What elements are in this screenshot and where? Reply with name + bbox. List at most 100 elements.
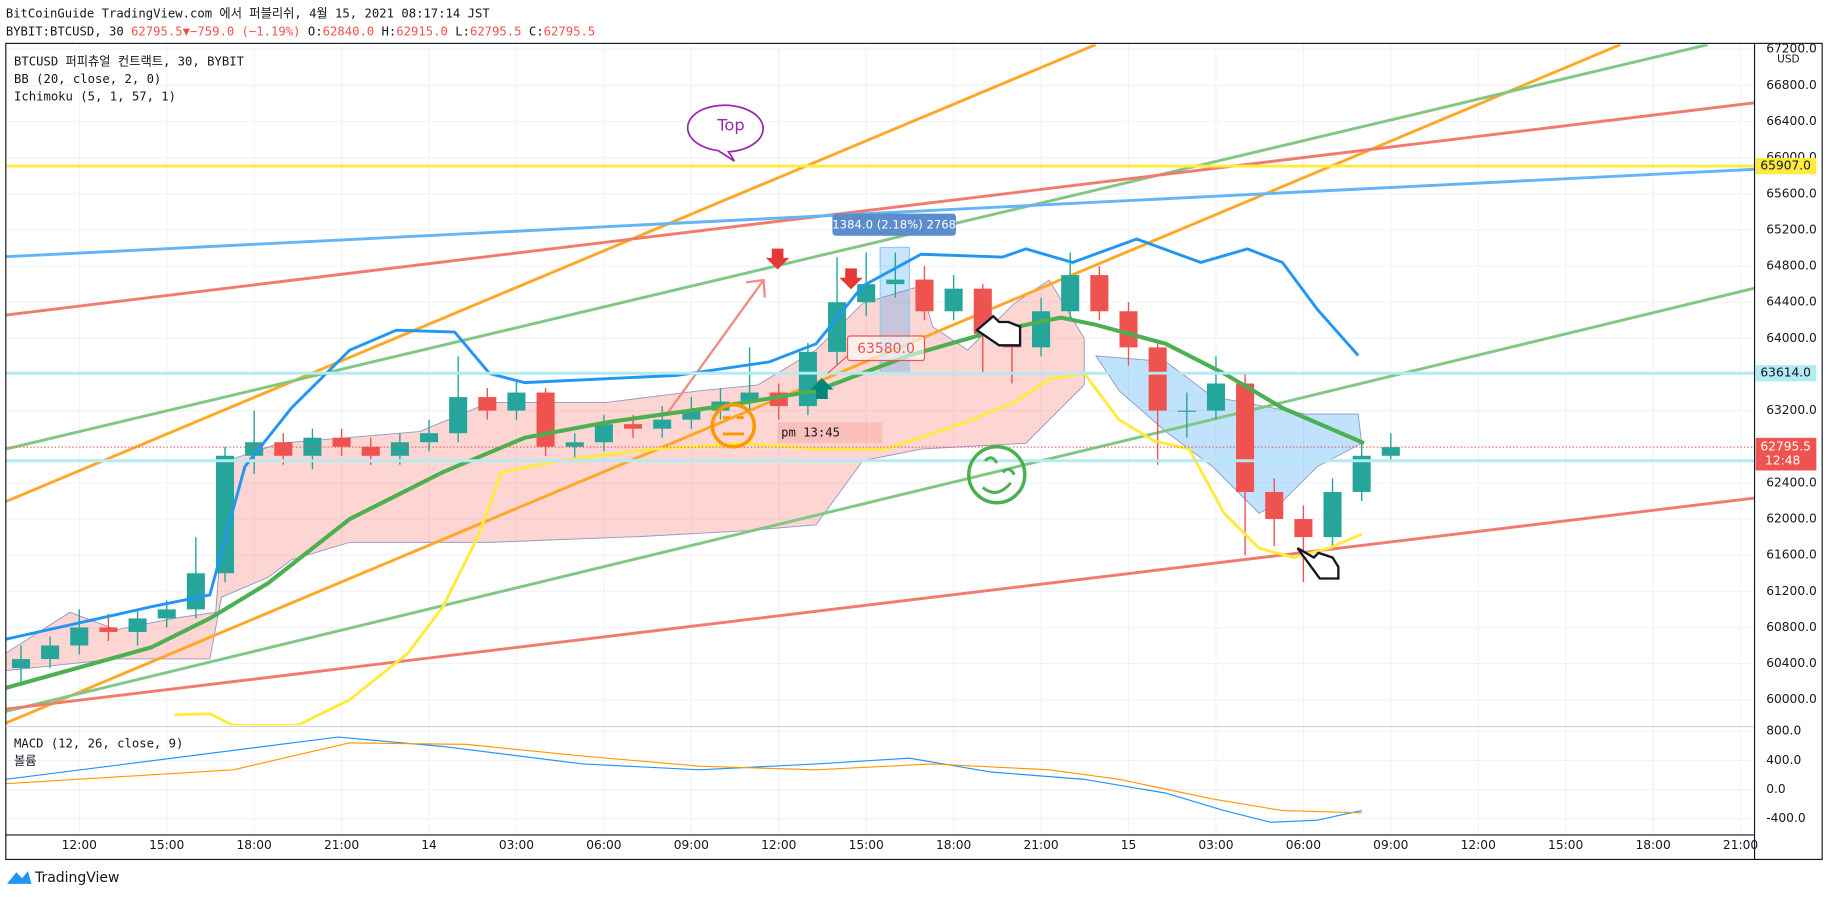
time-note-box bbox=[777, 422, 883, 444]
symbol: BYBIT:BTCUSD, 30 bbox=[6, 24, 124, 38]
x-tick-label: 15:00 bbox=[1548, 838, 1583, 852]
candle-body bbox=[478, 397, 497, 411]
candle-body bbox=[1265, 491, 1284, 520]
candle-body bbox=[186, 573, 205, 610]
face-icon bbox=[710, 403, 757, 449]
indicator-line bbox=[5, 237, 1360, 641]
candle-body bbox=[70, 627, 89, 646]
legend-entry: Ichimoku (5, 1, 57, 1) bbox=[14, 90, 176, 104]
y-tick-label: 400.0 bbox=[1766, 753, 1801, 767]
candle-body bbox=[1206, 383, 1225, 411]
trend-line bbox=[5, 44, 1709, 451]
x-tick-label: 14 bbox=[421, 838, 437, 852]
annotation-layer: Top 1384.0 (2.18%) 2768 63580.0 pm 13:45 bbox=[686, 104, 1340, 580]
candle-body bbox=[1294, 519, 1313, 538]
x-tick-label: 21:00 bbox=[324, 838, 359, 852]
candle-body bbox=[682, 410, 701, 420]
trend-line bbox=[5, 44, 1097, 503]
down-arrow bbox=[839, 268, 863, 290]
candle-body bbox=[390, 442, 409, 456]
candle-body bbox=[215, 455, 235, 574]
callout-pointer bbox=[827, 355, 848, 374]
candle-body bbox=[624, 424, 643, 429]
y-tick-label: 62000.0 bbox=[1766, 512, 1817, 526]
candle-body bbox=[507, 392, 526, 411]
countdown-label: 12:48 bbox=[1765, 454, 1800, 468]
level-label: 63614.0 bbox=[1760, 366, 1811, 380]
legend-entry: MACD (12, 26, close, 9) bbox=[14, 737, 183, 751]
x-tick-label: 03:00 bbox=[499, 838, 534, 852]
brand: TradingView bbox=[34, 870, 119, 886]
x-tick-label: 12:00 bbox=[1461, 838, 1496, 852]
indicator-line bbox=[5, 315, 1365, 690]
candle-body bbox=[128, 618, 147, 632]
last-price-label: 62795.5 bbox=[1760, 440, 1811, 454]
x-tick-label: 15:00 bbox=[849, 838, 884, 852]
candle-body bbox=[449, 397, 468, 434]
candle-body bbox=[41, 645, 60, 660]
ichimoku-cloud-blue bbox=[1094, 355, 1363, 514]
x-tick-label: 21:00 bbox=[1723, 838, 1758, 852]
symbol-line: BYBIT:BTCUSD, 30 62795.5 ▼−759.0 (−1.19%)… bbox=[6, 24, 595, 38]
level-label: 65907.0 bbox=[1760, 159, 1811, 173]
y-tick-label: 66400.0 bbox=[1766, 114, 1817, 128]
y-tick-label: 61200.0 bbox=[1766, 584, 1817, 598]
legend-entry: 볼륨 bbox=[14, 754, 37, 768]
candle-body bbox=[1032, 311, 1051, 348]
x-tick-label: 21:00 bbox=[1023, 838, 1058, 852]
time-note: pm 13:45 bbox=[781, 425, 840, 439]
arrow-line bbox=[665, 279, 765, 415]
candle-body bbox=[653, 419, 672, 429]
candle-body bbox=[274, 442, 293, 456]
x-tick-label: 09:00 bbox=[674, 838, 709, 852]
price-note: 63580.0 bbox=[857, 341, 915, 357]
macd-line bbox=[5, 742, 1362, 814]
ohlc-key: C: bbox=[529, 24, 544, 38]
ohlc-value: 62795.5 bbox=[470, 24, 522, 38]
candle-body bbox=[1381, 447, 1400, 456]
trend-line bbox=[5, 101, 1755, 317]
y-tick-label: -400.0 bbox=[1766, 811, 1805, 825]
ohlc-value: 62840.0 bbox=[323, 24, 375, 38]
y-tick-label: 65200.0 bbox=[1766, 222, 1817, 236]
macd-line bbox=[5, 736, 1362, 823]
x-tick-label: 06:00 bbox=[1286, 838, 1321, 852]
measure-label-box bbox=[832, 213, 956, 236]
x-tick-label: 06:00 bbox=[586, 838, 621, 852]
face-icon bbox=[981, 456, 1016, 494]
axes: 12:00 15:00 18:00 21:00 14 03:00 06:00 09:00 12:… bbox=[14, 42, 1817, 852]
annotation-top: Top bbox=[716, 116, 745, 135]
last-price-box bbox=[1755, 437, 1817, 471]
currency-label: USD bbox=[1777, 54, 1799, 66]
down-arrow bbox=[765, 248, 790, 270]
main-pane bbox=[5, 164, 1755, 726]
trend-line bbox=[5, 286, 1755, 713]
change-arrow: ▼ bbox=[183, 24, 191, 38]
legend-entry: BB (20, close, 2, 0) bbox=[14, 72, 161, 86]
candle-body bbox=[1236, 383, 1255, 492]
y-tick-label: 0.0 bbox=[1766, 782, 1785, 796]
y-tick-label: 60000.0 bbox=[1766, 692, 1817, 706]
candle-body bbox=[536, 392, 555, 447]
candle-body bbox=[11, 659, 31, 669]
change: −759.0 (−1.19%) bbox=[190, 24, 301, 38]
y-tick-label: 64400.0 bbox=[1766, 295, 1817, 309]
level-label-box bbox=[1755, 157, 1817, 175]
y-tick-label: 62400.0 bbox=[1766, 475, 1817, 489]
frame bbox=[5, 42, 1823, 861]
y-tick-label: 60800.0 bbox=[1766, 620, 1817, 634]
candle-body bbox=[99, 627, 118, 632]
hand-icon bbox=[1296, 547, 1340, 580]
legend-entry: BTCUSD 퍼피츄얼 컨트랙트, 30, BYBIT bbox=[14, 55, 245, 69]
x-tick-label: 18:00 bbox=[237, 838, 272, 852]
indicator-line bbox=[174, 371, 1363, 726]
ohlc-value: 62795.5 bbox=[544, 24, 596, 38]
candle-body bbox=[157, 609, 176, 619]
y-tick-label: 800.0 bbox=[1766, 724, 1801, 738]
x-tick-label: 03:00 bbox=[1198, 838, 1233, 852]
x-tick-label: 18:00 bbox=[1635, 838, 1670, 852]
ohlc-key: O: bbox=[308, 24, 323, 38]
